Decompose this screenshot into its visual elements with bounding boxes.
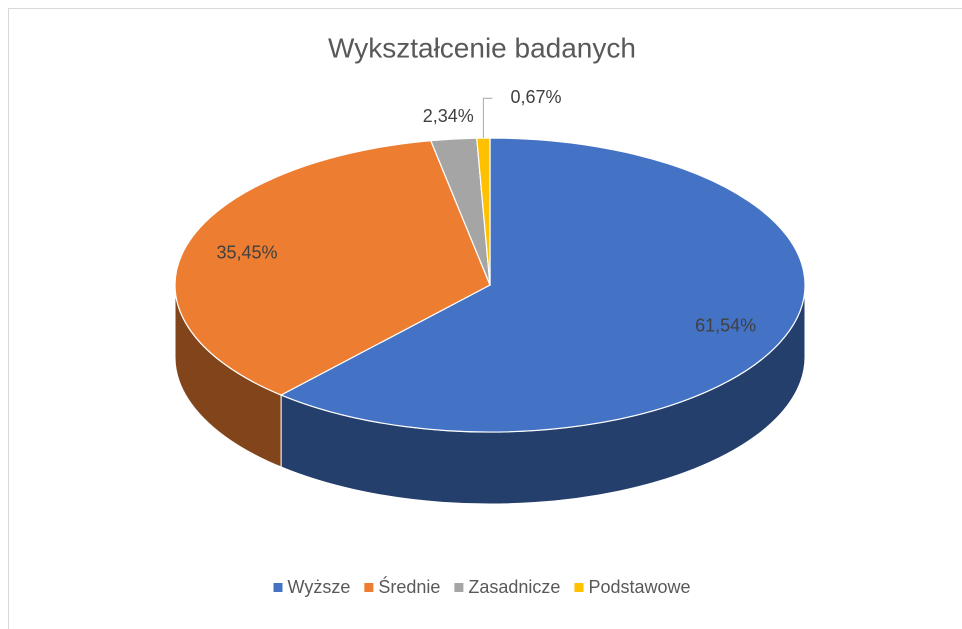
slice [174, 139, 491, 396]
data-label: 61,54% [695, 315, 756, 335]
legend-marker [574, 583, 584, 592]
legend-label: Średnie [378, 576, 440, 597]
legend-label: Zasadnicze [468, 577, 560, 597]
chart-title: Wykształcenie badanych [328, 32, 636, 63]
legend: Wyższe Średnie Zasadnicze Podstawowe [273, 576, 691, 597]
legend-label: Podstawowe [588, 577, 690, 597]
data-label: 2,34% [423, 106, 474, 126]
legend-marker [454, 583, 464, 592]
legend-marker [273, 583, 283, 592]
data-label: 35,45% [216, 243, 277, 263]
data-label: 0,67% [510, 87, 561, 107]
legend-marker [364, 583, 374, 592]
slice [279, 137, 806, 433]
leader-line [482, 97, 493, 139]
legend-label: Wyższe [287, 577, 350, 597]
